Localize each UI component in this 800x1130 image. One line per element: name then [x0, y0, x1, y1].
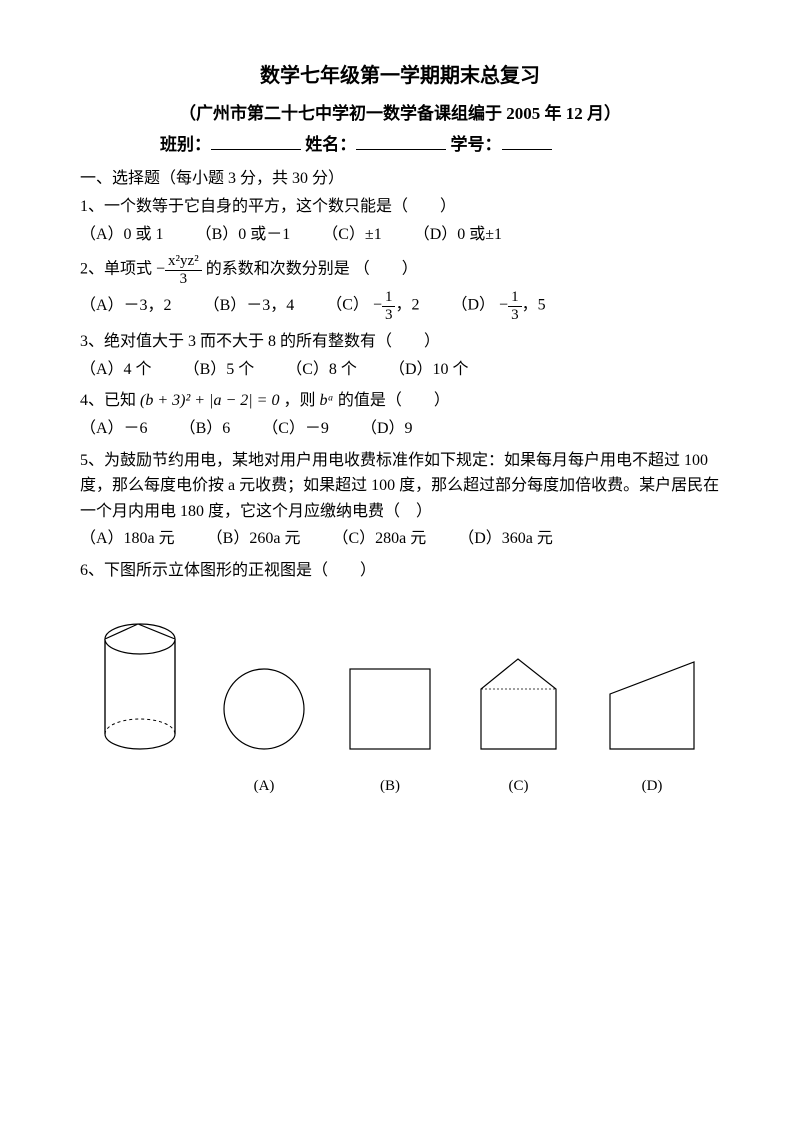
- cylinder-cut-icon: [98, 614, 183, 754]
- q4-opt-b: （B）6: [180, 416, 231, 442]
- q4-suffix: 的值是（ ）: [338, 392, 450, 409]
- q2-den: 3: [165, 271, 202, 288]
- label-b: (B): [345, 774, 435, 798]
- q6-text: 6、下图所示立体图形的正视图是（ ）: [80, 558, 720, 584]
- q2-text: 2、单项式 −x²yz²3 的系数和次数分别是 （ ）: [80, 253, 720, 287]
- q2d-num: 1: [508, 289, 522, 307]
- q3-text: 3、绝对值大于 3 而不大于 8 的所有整数有（ ）: [80, 329, 720, 355]
- q2d-pre: （D）: [451, 297, 495, 314]
- q4-text: 4、已知 (b + 3)² + |a − 2| = 0 ，则 bᵃ 的值是（ ）: [80, 388, 720, 414]
- q5-options: （A）180a 元 （B）260a 元 （C）280a 元 （D）360a 元: [80, 526, 720, 552]
- label-a: (A): [219, 774, 309, 798]
- q2-opt-c: （C） −13，2: [326, 289, 419, 323]
- q1-opt-d: （D）0 或±1: [414, 222, 502, 248]
- q2-neg: −: [156, 261, 165, 278]
- q2-opt-a: （A）－3，2: [80, 293, 172, 319]
- id-label: 学号：: [451, 135, 502, 154]
- q2-suffix: 的系数和次数分别是 （ ）: [206, 261, 418, 278]
- shape-c: (C): [471, 654, 566, 798]
- q2d-neg: −: [499, 297, 508, 314]
- q4-opt-a: （A）－6: [80, 416, 148, 442]
- q3-opt-c: （C）8 个: [286, 357, 357, 383]
- q2c-num: 1: [382, 289, 396, 307]
- q2c-frac: 13: [382, 289, 396, 323]
- q4-opt-c: （C）－9: [262, 416, 329, 442]
- q2-opt-b: （B）－3，4: [204, 293, 295, 319]
- shape-d: (D): [602, 654, 702, 798]
- q2d-den: 3: [508, 307, 522, 324]
- q5-opt-d: （D）360a 元: [458, 526, 553, 552]
- q5-opt-a: （A）180a 元: [80, 526, 175, 552]
- shape-a: (A): [219, 664, 309, 798]
- q1-opt-b: （B）0 或－1: [196, 222, 291, 248]
- q2-options: （A）－3，2 （B）－3，4 （C） −13，2 （D） −13，5: [80, 289, 720, 323]
- q4-options: （A）－6 （B）6 （C）－9 （D）9: [80, 416, 720, 442]
- q3-opt-a: （A）4 个: [80, 357, 152, 383]
- q5-opt-b: （B）260a 元: [207, 526, 301, 552]
- q3-opt-b: （B）5 个: [184, 357, 255, 383]
- q2d-frac: 13: [508, 289, 522, 323]
- id-blank: [502, 132, 552, 150]
- q2c-pre: （C）: [326, 297, 369, 314]
- q1-options: （A）0 或 1 （B）0 或－1 （C）±1 （D）0 或±1: [80, 222, 720, 248]
- class-label: 班别：: [160, 135, 211, 154]
- pentagon-house-icon: [471, 654, 566, 754]
- name-label: 姓名：: [305, 135, 356, 154]
- page-title: 数学七年级第一学期期末总复习: [80, 60, 720, 92]
- shapes-row: (A) (B) (C) (D): [80, 614, 720, 798]
- shape-b: (B): [345, 664, 435, 798]
- q4-opt-d: （D）9: [361, 416, 413, 442]
- q2c-suf: ，2: [395, 297, 419, 314]
- q4-ba: bᵃ: [319, 392, 333, 409]
- q4-mid: ，则: [283, 392, 315, 409]
- q2c-den: 3: [382, 307, 396, 324]
- page-subtitle: （广州市第二十七中学初一数学备课组编于 2005 年 12 月）: [80, 100, 720, 127]
- name-blank: [356, 132, 446, 150]
- q1-text: 1、一个数等于它自身的平方，这个数只能是（ ）: [80, 194, 720, 220]
- q3-options: （A）4 个 （B）5 个 （C）8 个 （D）10 个: [80, 357, 720, 383]
- label-d: (D): [602, 774, 702, 798]
- q4-expr: (b + 3)² + |a − 2| = 0: [140, 392, 279, 409]
- q2-prefix: 2、单项式: [80, 261, 152, 278]
- circle-icon: [219, 664, 309, 754]
- q2-opt-d: （D） −13，5: [451, 289, 545, 323]
- q2c-neg: −: [373, 297, 382, 314]
- q5-opt-c: （C）280a 元: [332, 526, 426, 552]
- solid-figure: [98, 614, 183, 798]
- q2-fraction: x²yz²3: [165, 253, 202, 287]
- section-header: 一、选择题（每小题 3 分，共 30 分）: [80, 166, 720, 192]
- label-c: (C): [471, 774, 566, 798]
- q3-opt-d: （D）10 个: [389, 357, 469, 383]
- square-icon: [345, 664, 435, 754]
- q4-prefix: 4、已知: [80, 392, 136, 409]
- student-info-line: 班别： 姓名： 学号：: [80, 131, 720, 158]
- q2-num: x²yz²: [165, 253, 202, 271]
- q5-text: 5、为鼓励节约用电，某地对用户用电收费标准作如下规定：如果每月每户用电不超过 1…: [80, 448, 720, 525]
- trapezoid-slant-icon: [602, 654, 702, 754]
- q2d-suf: ，5: [522, 297, 546, 314]
- class-blank: [211, 132, 301, 150]
- q1-opt-a: （A）0 或 1: [80, 222, 164, 248]
- q1-opt-c: （C）±1: [322, 222, 381, 248]
- solid-no-label: [98, 774, 183, 798]
